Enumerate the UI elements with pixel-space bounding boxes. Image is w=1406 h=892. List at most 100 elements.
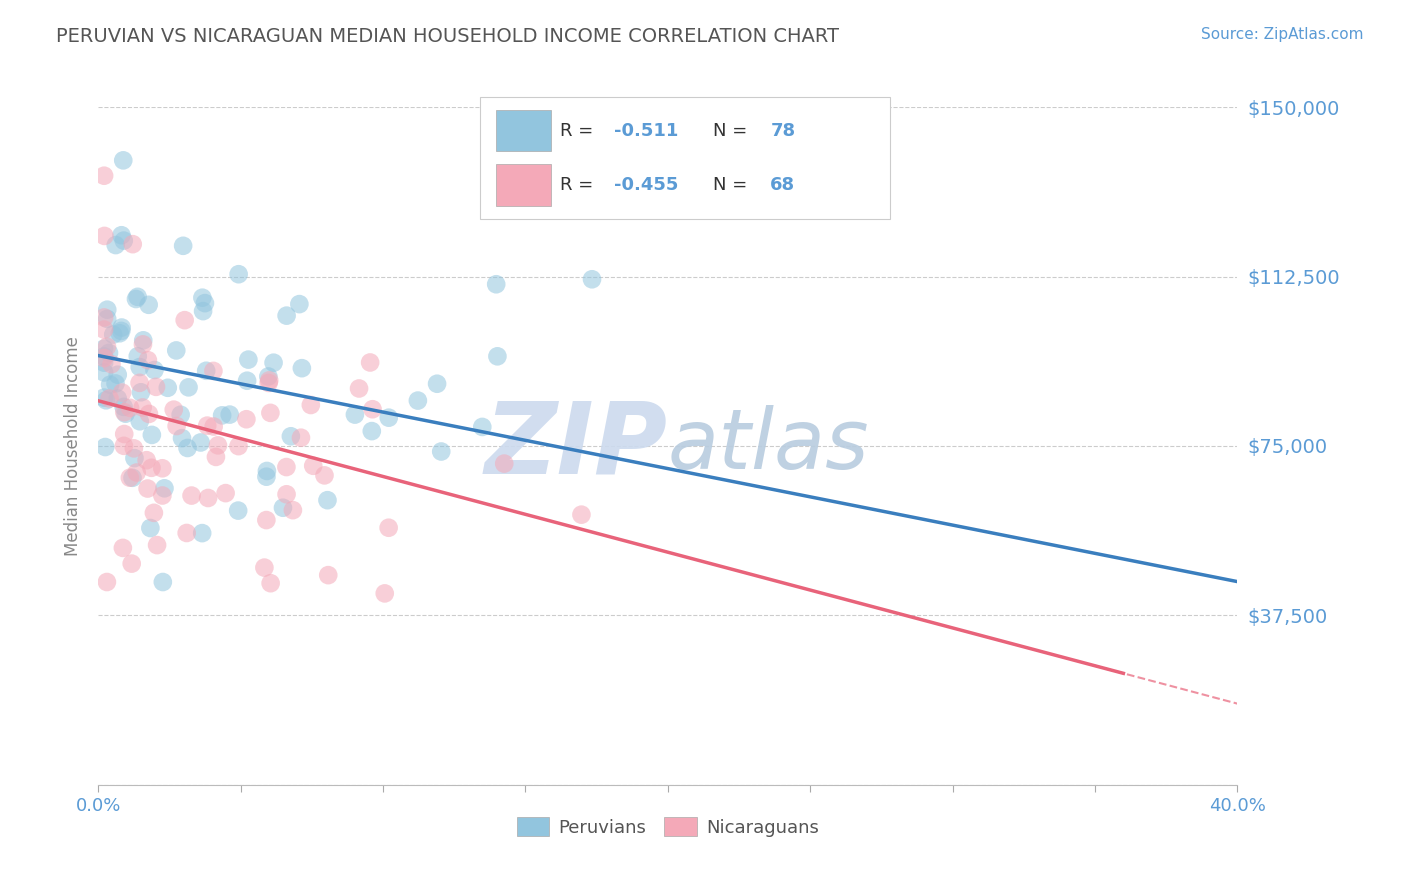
Point xyxy=(271,500,294,515)
Point xyxy=(128,359,150,374)
Point xyxy=(142,506,165,520)
Point xyxy=(93,351,115,365)
Point xyxy=(108,326,131,341)
Point xyxy=(111,320,134,334)
Point xyxy=(257,376,280,390)
Point xyxy=(150,488,173,502)
Point xyxy=(290,431,312,445)
Point xyxy=(259,406,281,420)
Point xyxy=(299,398,322,412)
Point xyxy=(156,381,179,395)
Text: R =: R = xyxy=(560,176,599,194)
Point xyxy=(100,357,122,371)
Point xyxy=(347,382,370,396)
Point xyxy=(169,408,191,422)
Point xyxy=(96,340,118,354)
Text: Source: ZipAtlas.com: Source: ZipAtlas.com xyxy=(1201,27,1364,42)
Point xyxy=(112,234,135,248)
Text: N =: N = xyxy=(713,122,754,140)
Point xyxy=(173,313,195,327)
Point xyxy=(235,412,257,426)
Point xyxy=(98,377,121,392)
Point xyxy=(176,526,198,541)
Point xyxy=(96,574,118,589)
Point xyxy=(314,468,336,483)
Point xyxy=(259,576,281,591)
Point xyxy=(197,491,219,505)
Point xyxy=(132,334,155,348)
Point xyxy=(141,428,163,442)
Point xyxy=(359,355,381,369)
Point xyxy=(288,297,311,311)
Point xyxy=(281,503,304,517)
Point xyxy=(170,431,193,445)
Point xyxy=(172,239,194,253)
Point xyxy=(110,228,132,243)
Point xyxy=(228,439,250,453)
Point xyxy=(202,364,225,378)
Legend: Peruvians, Nicaraguans: Peruvians, Nicaraguans xyxy=(510,810,825,844)
Point xyxy=(131,401,153,415)
Point xyxy=(581,272,603,286)
Point xyxy=(114,407,136,421)
Point xyxy=(276,460,298,475)
Text: atlas: atlas xyxy=(668,406,869,486)
Point xyxy=(343,408,366,422)
Point xyxy=(135,453,157,467)
Point xyxy=(195,418,218,433)
Point xyxy=(202,419,225,434)
Point xyxy=(93,310,115,325)
Point xyxy=(138,407,160,421)
Point xyxy=(571,508,593,522)
Point xyxy=(276,487,298,501)
Text: PERUVIAN VS NICARAGUAN MEDIAN HOUSEHOLD INCOME CORRELATION CHART: PERUVIAN VS NICARAGUAN MEDIAN HOUSEHOLD … xyxy=(56,27,839,45)
Point xyxy=(378,410,401,425)
Point xyxy=(291,361,314,376)
Point xyxy=(205,450,228,464)
Point xyxy=(125,292,148,306)
FancyBboxPatch shape xyxy=(479,97,890,219)
Point xyxy=(238,352,260,367)
Point xyxy=(361,402,384,417)
Text: -0.455: -0.455 xyxy=(614,176,679,194)
Point xyxy=(145,380,167,394)
Point xyxy=(426,376,449,391)
Point xyxy=(136,353,159,368)
Point xyxy=(128,414,150,428)
Point xyxy=(360,424,382,438)
Point xyxy=(93,356,115,370)
Point xyxy=(122,442,145,456)
Point xyxy=(257,369,280,384)
Point xyxy=(471,420,494,434)
Point xyxy=(430,444,453,458)
Point xyxy=(153,481,176,495)
Point xyxy=(94,393,117,408)
Point xyxy=(118,401,141,415)
Point xyxy=(127,290,149,304)
Point xyxy=(112,439,135,453)
Point xyxy=(118,471,141,485)
Point xyxy=(141,460,163,475)
Point xyxy=(98,346,121,360)
Point xyxy=(150,461,173,475)
Point xyxy=(132,337,155,351)
Point xyxy=(254,469,277,483)
Point xyxy=(125,466,148,480)
Point xyxy=(121,237,143,252)
Point xyxy=(93,228,115,243)
Point xyxy=(96,302,118,317)
Point xyxy=(214,486,236,500)
Point xyxy=(124,451,146,466)
Point xyxy=(128,376,150,390)
Point xyxy=(165,343,187,358)
Point xyxy=(138,298,160,312)
Point xyxy=(191,304,214,318)
Point xyxy=(257,373,280,387)
Point xyxy=(94,440,117,454)
Text: ZIP: ZIP xyxy=(485,398,668,494)
Point xyxy=(103,327,125,342)
Point xyxy=(194,296,217,310)
Point xyxy=(107,368,129,382)
Point xyxy=(236,374,259,388)
Text: 78: 78 xyxy=(770,122,796,140)
